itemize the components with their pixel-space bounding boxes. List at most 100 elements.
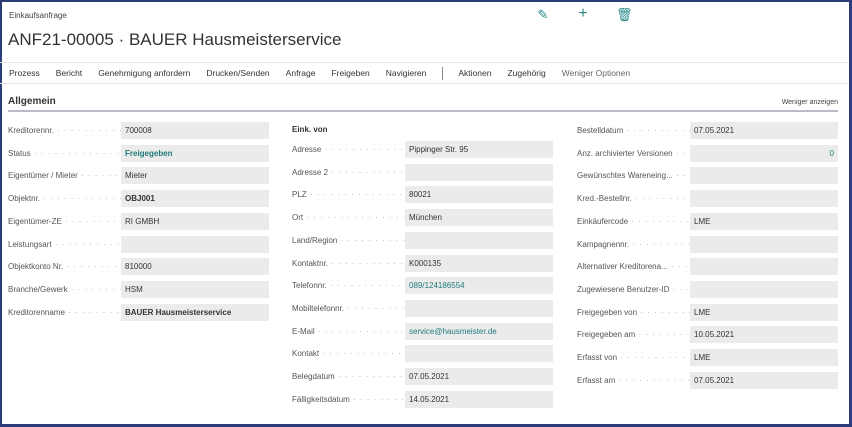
field-label: Einkäufercode bbox=[577, 217, 690, 226]
field-value[interactable]: LME bbox=[690, 212, 838, 230]
field-label: Anz. archivierter Versionen bbox=[577, 149, 690, 158]
edit-icon[interactable]: ✎ bbox=[537, 7, 549, 22]
field-value[interactable]: service@hausmeister.de bbox=[405, 322, 553, 340]
show-less-link[interactable]: Weniger anzeigen bbox=[781, 99, 838, 106]
field-label: Freigegeben von bbox=[577, 308, 690, 317]
menu-aktionen[interactable]: Aktionen bbox=[458, 68, 492, 78]
menu-drucken[interactable]: Drucken/Senden bbox=[206, 68, 270, 78]
field-label: Ort bbox=[292, 213, 405, 222]
menu-zugehoerig[interactable]: Zugehörig bbox=[507, 68, 546, 78]
field-value[interactable]: 07.05.2021 bbox=[690, 371, 838, 389]
field-label: Objektkonto Nr. bbox=[8, 262, 121, 271]
field-value[interactable]: 089/124186554 bbox=[405, 277, 553, 295]
field-label: Status bbox=[8, 149, 121, 158]
field-label: Telefonnr. bbox=[292, 281, 405, 290]
field-label: Zugewiesene Benutzer-ID bbox=[577, 285, 690, 294]
menu-bericht[interactable]: Bericht bbox=[55, 68, 83, 78]
field-label: Branche/Gewerk bbox=[8, 285, 121, 294]
field-label: Kreditorennr. bbox=[8, 126, 121, 135]
field-label: Erfasst am bbox=[577, 376, 690, 385]
menu-divider bbox=[442, 66, 444, 80]
field-label: Eigentümer-ZE bbox=[8, 217, 121, 226]
field-value[interactable] bbox=[690, 235, 838, 253]
field-value[interactable] bbox=[690, 280, 838, 298]
field-row: Fälligkeitsdatum14.05.2021 bbox=[292, 390, 553, 408]
field-label: Kampagnennr. bbox=[577, 240, 690, 249]
add-icon[interactable]: + bbox=[578, 5, 588, 22]
field-row: Eigentümer-ZERI GMBH bbox=[8, 212, 269, 230]
field-label: Gewünschtes Wareneing... bbox=[577, 171, 690, 180]
field-row: Kontakt bbox=[292, 345, 553, 363]
field-label: Kreditorenname bbox=[8, 308, 121, 317]
field-row: Freigegeben vonLME bbox=[577, 303, 838, 321]
field-row: Freigegeben am10.05.2021 bbox=[577, 326, 838, 344]
field-label: Adresse bbox=[292, 145, 405, 154]
field-value[interactable]: 0 bbox=[690, 144, 838, 162]
field-value[interactable]: LME bbox=[690, 349, 838, 366]
field-label: Mobiltelefonnr. bbox=[292, 304, 405, 313]
field-row: Telefonnr.089/124186554 bbox=[292, 277, 553, 295]
field-value[interactable]: Freigegeben bbox=[121, 144, 269, 162]
field-value[interactable]: BAUER Hausmeisterservice bbox=[121, 303, 269, 321]
field-row: Mobiltelefonnr. bbox=[292, 299, 553, 317]
menu-freigeben[interactable]: Freigeben bbox=[331, 68, 370, 78]
field-row: Erfasst am07.05.2021 bbox=[577, 371, 838, 389]
field-value[interactable]: 14.05.2021 bbox=[405, 390, 553, 408]
field-row: Belegdatum07.05.2021 bbox=[292, 368, 553, 385]
field-value[interactable]: HSM bbox=[121, 280, 269, 298]
field-value[interactable]: RI GMBH bbox=[121, 212, 269, 230]
field-label: Eigentümer / Mieter bbox=[8, 171, 121, 180]
field-value[interactable]: 10.05.2021 bbox=[690, 326, 838, 344]
delete-icon[interactable]: 🗑 bbox=[616, 7, 633, 22]
field-value[interactable]: LME bbox=[690, 303, 838, 321]
field-label: Freigegeben am bbox=[577, 330, 690, 339]
field-row: Erfasst vonLME bbox=[577, 349, 838, 366]
field-value[interactable]: Pippinger Str. 95 bbox=[405, 141, 553, 158]
menu-anfrage[interactable]: Anfrage bbox=[285, 68, 316, 78]
field-label: PLZ bbox=[292, 190, 405, 199]
menu-prozess[interactable]: Prozess bbox=[9, 68, 40, 78]
field-row: EinkäufercodeLME bbox=[577, 212, 838, 230]
menu-navigieren[interactable]: Navigieren bbox=[385, 68, 427, 78]
field-label: Erfasst von bbox=[577, 353, 690, 362]
field-value[interactable]: OBJ001 bbox=[121, 190, 269, 208]
field-value[interactable]: 700008 bbox=[121, 122, 269, 139]
field-value[interactable] bbox=[405, 299, 553, 317]
page-title: ANF21-00005 · BAUER Hausmeisterservice bbox=[8, 30, 342, 49]
field-row: Kontaktnr.K000135 bbox=[292, 254, 553, 272]
field-value[interactable]: 07.05.2021 bbox=[690, 122, 838, 139]
field-row: Branche/GewerkHSM bbox=[8, 280, 269, 298]
field-value[interactable] bbox=[405, 345, 553, 363]
menu-weniger-optionen[interactable]: Weniger Optionen bbox=[561, 68, 631, 78]
field-value[interactable] bbox=[405, 163, 553, 181]
field-label: Kontaktnr. bbox=[292, 259, 405, 268]
field-label: Bestelldatum bbox=[577, 126, 690, 135]
field-value[interactable]: 810000 bbox=[121, 258, 269, 276]
field-row: Leistungsart bbox=[8, 235, 269, 253]
section-title[interactable]: Allgemein bbox=[8, 96, 56, 107]
subheading-eink-von: Eink. von bbox=[292, 125, 328, 134]
field-row: Objektkonto Nr.810000 bbox=[8, 258, 269, 276]
field-value[interactable]: 07.05.2021 bbox=[405, 368, 553, 385]
field-value[interactable] bbox=[690, 190, 838, 208]
field-row: Kampagnennr. bbox=[577, 235, 838, 253]
field-label: Alternativer Kreditorena... bbox=[577, 262, 690, 271]
field-row: OrtMünchen bbox=[292, 209, 553, 227]
field-value[interactable]: 80021 bbox=[405, 186, 553, 204]
menu-genehmigung[interactable]: Genehmigung anfordern bbox=[98, 68, 191, 78]
field-value[interactable] bbox=[690, 258, 838, 276]
field-row: Bestelldatum07.05.2021 bbox=[577, 122, 838, 139]
field-label: Fälligkeitsdatum bbox=[292, 395, 405, 404]
field-value[interactable]: K000135 bbox=[405, 254, 553, 272]
field-value[interactable] bbox=[121, 235, 269, 253]
field-value[interactable]: München bbox=[405, 209, 553, 227]
field-value[interactable] bbox=[690, 167, 838, 185]
field-row: Alternativer Kreditorena... bbox=[577, 258, 838, 276]
field-label: E-Mail bbox=[292, 327, 405, 336]
field-value[interactable] bbox=[405, 231, 553, 249]
field-row: Anz. archivierter Versionen0 bbox=[577, 144, 838, 162]
field-row: PLZ80021 bbox=[292, 186, 553, 204]
field-value[interactable]: Mieter bbox=[121, 167, 269, 185]
breadcrumb: Einkaufsanfrage bbox=[9, 11, 67, 20]
